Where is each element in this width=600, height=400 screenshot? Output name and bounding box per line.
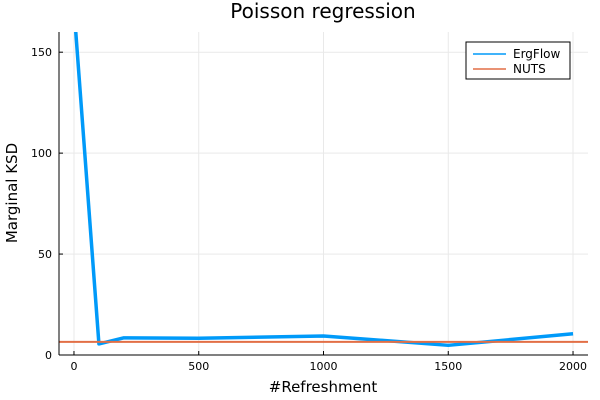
x-tick-label: 2000: [559, 360, 587, 373]
x-axis-title: #Refreshment: [269, 378, 378, 396]
x-tick-label: 0: [70, 360, 77, 373]
legend-label-ergflow: ErgFlow: [513, 47, 561, 61]
y-axis-title: Marginal KSD: [3, 143, 21, 243]
ticks: 0 500 1000 1500 2000 0 50 100 150: [31, 46, 587, 373]
legend: ErgFlow NUTS: [465, 41, 571, 80]
series-line-ergflow: [74, 32, 574, 348]
x-tick-label: 500: [188, 360, 209, 373]
y-tick-label: 150: [31, 46, 52, 59]
y-tick-label: 0: [45, 349, 52, 362]
series-layer: [59, 32, 588, 348]
x-tick-label: 1000: [310, 360, 338, 373]
legend-box: [465, 41, 571, 80]
legend-label-nuts: NUTS: [513, 62, 546, 76]
x-tick-label: 1500: [434, 360, 462, 373]
y-tick-label: 50: [38, 248, 52, 261]
y-tick-label: 100: [31, 147, 52, 160]
chart-title: Poisson regression: [230, 0, 415, 23]
